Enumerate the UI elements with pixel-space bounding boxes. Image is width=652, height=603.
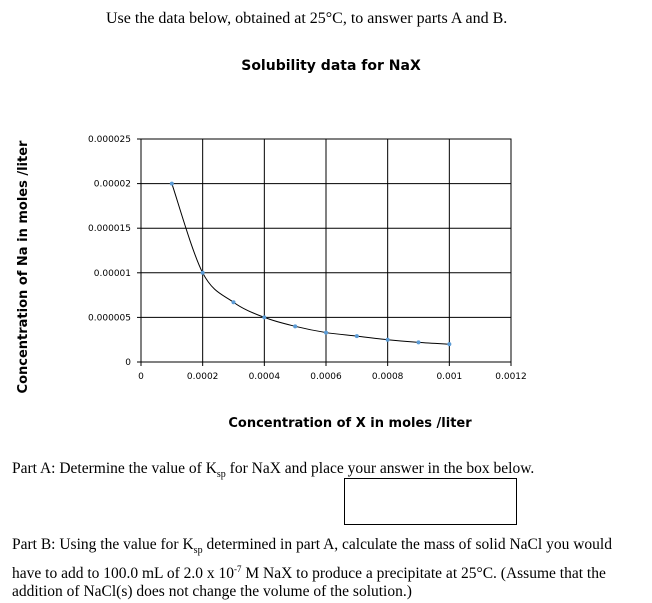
data-point (200, 270, 205, 275)
x-tick-label: 0.0008 (372, 372, 404, 382)
part-a-sub: sp (216, 469, 226, 481)
y-tick-label: 0.000005 (88, 313, 131, 323)
chart-grid (140, 138, 512, 363)
answer-box[interactable] (344, 478, 517, 525)
part-b-sup: -7 (234, 564, 242, 575)
y-tick-label: 0.00002 (94, 180, 131, 190)
chart-title: Solubility data for NaX (241, 58, 421, 74)
x-tick-label: 0.0002 (187, 372, 219, 382)
y-tick-label: 0.000025 (88, 135, 131, 145)
data-point (262, 315, 267, 320)
part-a-suffix: for NaX and place your answer in the box… (225, 460, 535, 477)
y-tick-label: 0.000015 (88, 224, 131, 234)
part-a-question: Part A: Determine the value of Ksp for N… (12, 460, 534, 484)
y-tick-label: 0.00001 (94, 269, 131, 279)
data-point (293, 324, 298, 329)
x-tick-label: 0.0004 (249, 372, 281, 382)
intro-text: Use the data below, obtained at 25°C, to… (106, 10, 508, 27)
data-point (447, 342, 452, 347)
series-line (171, 183, 450, 345)
part-b-text-2: determined in part A, calculate the mass… (12, 536, 612, 583)
part-b-sub: sp (193, 545, 203, 557)
x-tick-label: 0.001 (436, 372, 462, 382)
x-tick-label: 0 (138, 372, 144, 382)
data-point (416, 340, 421, 345)
x-tick-label: 0.0012 (495, 372, 527, 382)
part-b-text-1: Part B: Using the value for K (12, 536, 194, 553)
data-point (231, 300, 236, 305)
part-b-question: Part B: Using the value for Ksp determin… (12, 536, 642, 601)
part-b-text-3: M NaX to produce a precipitate at 25°C. … (12, 565, 606, 601)
chart-ticks: 0 0.0002 0.0004 0.0006 0.0008 0.001 0.0012 0 0.0… (88, 135, 527, 382)
x-axis-label: Concentration of X in moles /liter (228, 416, 472, 431)
y-tick-label: 0 (125, 358, 131, 368)
data-point (324, 330, 328, 335)
chart-series (169, 181, 452, 347)
data-point (385, 337, 390, 342)
x-tick-label: 0.0006 (310, 372, 342, 382)
part-a-prefix: Part A: Determine the value of K (12, 460, 217, 477)
data-point (169, 181, 174, 186)
data-point (354, 334, 359, 339)
